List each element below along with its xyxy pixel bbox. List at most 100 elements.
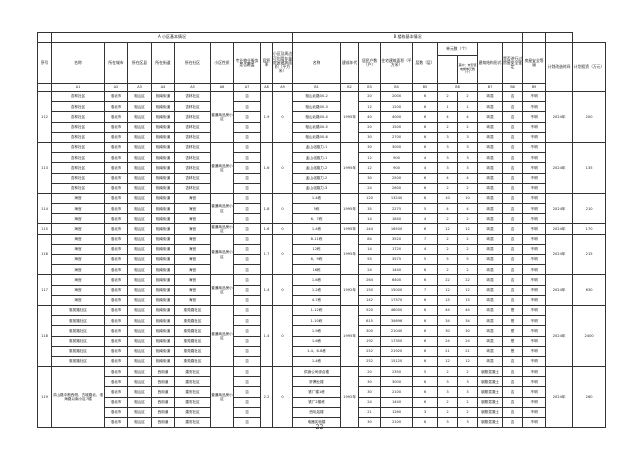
cell-b9: 不明: [522, 213, 547, 225]
cell-b6: 1: [437, 101, 459, 113]
cell-property: 否: [233, 121, 261, 133]
community-name: 惠苑路社区: [51, 304, 105, 317]
cell-b8: 否: [502, 101, 524, 113]
cell-property: 否: [233, 141, 261, 154]
cell-street: 相南街道: [151, 182, 175, 194]
cell-community: 杏林社区: [174, 90, 211, 103]
cell-city: 淮北市: [104, 152, 128, 164]
cell-b7: 砖混: [477, 345, 504, 357]
cell-street: 西街道: [151, 376, 175, 388]
cell-city: 淮北市: [104, 386, 128, 398]
cell-b5: 6: [412, 386, 439, 398]
cell-b6a: 3: [457, 131, 479, 143]
cell-property: 否: [233, 284, 261, 296]
cell-b7: 钢筋混凝土: [477, 396, 504, 408]
cell-street: 相南街道: [151, 131, 175, 143]
cell-community: 海宫: [174, 274, 211, 286]
cell-b6: 21: [437, 345, 459, 357]
cell-community: 惠苑路社区: [174, 335, 211, 347]
building-name: 1-4栋: [292, 192, 342, 205]
cell-district: 相山区: [127, 223, 152, 235]
cell-community: 海宫: [174, 223, 211, 235]
column-code: A7: [233, 83, 261, 92]
cell-district: 相山区: [127, 345, 152, 357]
cell-b9: 不明: [522, 355, 547, 368]
row-number: 113: [37, 141, 52, 194]
community-name: 惠苑路社区: [51, 335, 105, 347]
cell-b8: 否: [502, 243, 524, 256]
cell-b6a: 4: [457, 203, 479, 215]
cell-b7: 砖混: [477, 203, 504, 215]
cell-b6a: 3: [457, 162, 479, 174]
cell-b8: 否: [502, 396, 524, 408]
cell-b9: 不明: [522, 366, 547, 378]
cell-community: 杏林社区: [174, 152, 211, 164]
table-row: 杏林社区 淮北市 相山区 相南街道 杏林社区否相山北路00-6 30 2700 6 3 3 砖混否不…: [38, 131, 606, 143]
header-area: 住宅建筑面积（平方米）: [380, 42, 414, 84]
community-name: 海宫: [51, 294, 105, 306]
cell-community: 建安社区: [174, 386, 211, 398]
cell-b5: 4: [412, 243, 439, 256]
cell-b5: 6: [412, 131, 439, 143]
cell-property: 否: [233, 416, 261, 429]
building-name: 1-9栋: [292, 325, 342, 337]
cell-community: 海宫: [174, 294, 211, 306]
cell-property: 否: [233, 406, 261, 419]
cell-street: 相南街道: [151, 192, 175, 205]
cell-b9: 不明: [522, 274, 547, 286]
cell-b9: 不明: [522, 386, 547, 398]
cell-b4: 900: [380, 152, 414, 164]
cell-b3: 252: [358, 355, 382, 368]
cell-property: 否: [233, 376, 261, 388]
row-number: 118: [37, 304, 52, 368]
cell-b8: 否: [502, 233, 524, 245]
cell-b6: 5: [437, 253, 459, 266]
building-name: 1-12栋: [292, 304, 342, 317]
cell-district: 相山区: [127, 172, 152, 184]
table-row: 119 洪山路中断西侧、古城路北、淮海路以南小区7幢 淮北市 相山区 西街道 建安社区 普通…: [37, 366, 607, 429]
cell-property: 否: [233, 182, 261, 194]
cell-city: 淮北市: [104, 294, 128, 306]
cell-district: 相山区: [127, 111, 152, 123]
table-row: 海宫 淮北市 相山区 相南街道 海宫否 12栋 14 1720 4 2 2 砖混否不明: [38, 243, 606, 256]
cell-b3: 12: [358, 152, 382, 164]
cell-city: 淮北市: [104, 101, 128, 113]
cell-b6a: 2: [457, 366, 479, 378]
cell-b3: 520: [358, 304, 382, 317]
cell-street: 相南街道: [151, 294, 175, 306]
cell-street: 相南街道: [151, 162, 175, 174]
cell-b5: 6: [412, 274, 439, 286]
column-code: A5: [174, 83, 211, 92]
cell-b7: 钢筋混凝土: [477, 366, 504, 378]
cell-district: 相山区: [127, 213, 152, 225]
cell-b8: 否: [502, 152, 524, 164]
cell-b8: 否: [502, 182, 524, 194]
cell-b6: 3: [437, 131, 459, 143]
cell-b3: 20: [358, 90, 382, 103]
table-row: 海宫 淮北市 相山区 相南街道 海宫否 4-7栋 142 17370 6 15 15 砖混否不明: [38, 294, 606, 306]
cell-ratio: 1.8: [260, 192, 273, 225]
cell-b9: 不明: [522, 172, 547, 184]
cell-b6a: 2: [457, 406, 479, 419]
cell-b6a: 2: [457, 182, 479, 194]
cell-ratio: 1.7: [260, 233, 273, 276]
cell-a9: 0: [271, 223, 294, 235]
cell-b6a: 12: [457, 355, 479, 368]
header-type: 小区性质: [210, 42, 234, 84]
cell-b4: 2700: [380, 131, 414, 143]
community-name: 杏林社区: [51, 182, 105, 194]
cell-street: 相南街道: [151, 335, 175, 347]
blank-cell: [522, 32, 547, 43]
building-name: 相山北路00-4: [292, 111, 342, 123]
cell-city: 淮北市: [104, 182, 128, 194]
header-units-no-elevator: 其中：未安装电梯单元数（个）: [457, 55, 479, 84]
cell-street: 相南街道: [151, 233, 175, 245]
cell-b6: 2: [437, 396, 459, 408]
cell-property: 否: [233, 325, 261, 337]
community-name: 杏林社区: [51, 90, 105, 103]
cell-b6: 12: [437, 284, 459, 296]
cell-b8: 否: [502, 294, 524, 306]
cell-b6a: 24: [457, 335, 479, 347]
cell-street: 相南街道: [151, 203, 175, 215]
cell-property: 否: [233, 131, 261, 143]
